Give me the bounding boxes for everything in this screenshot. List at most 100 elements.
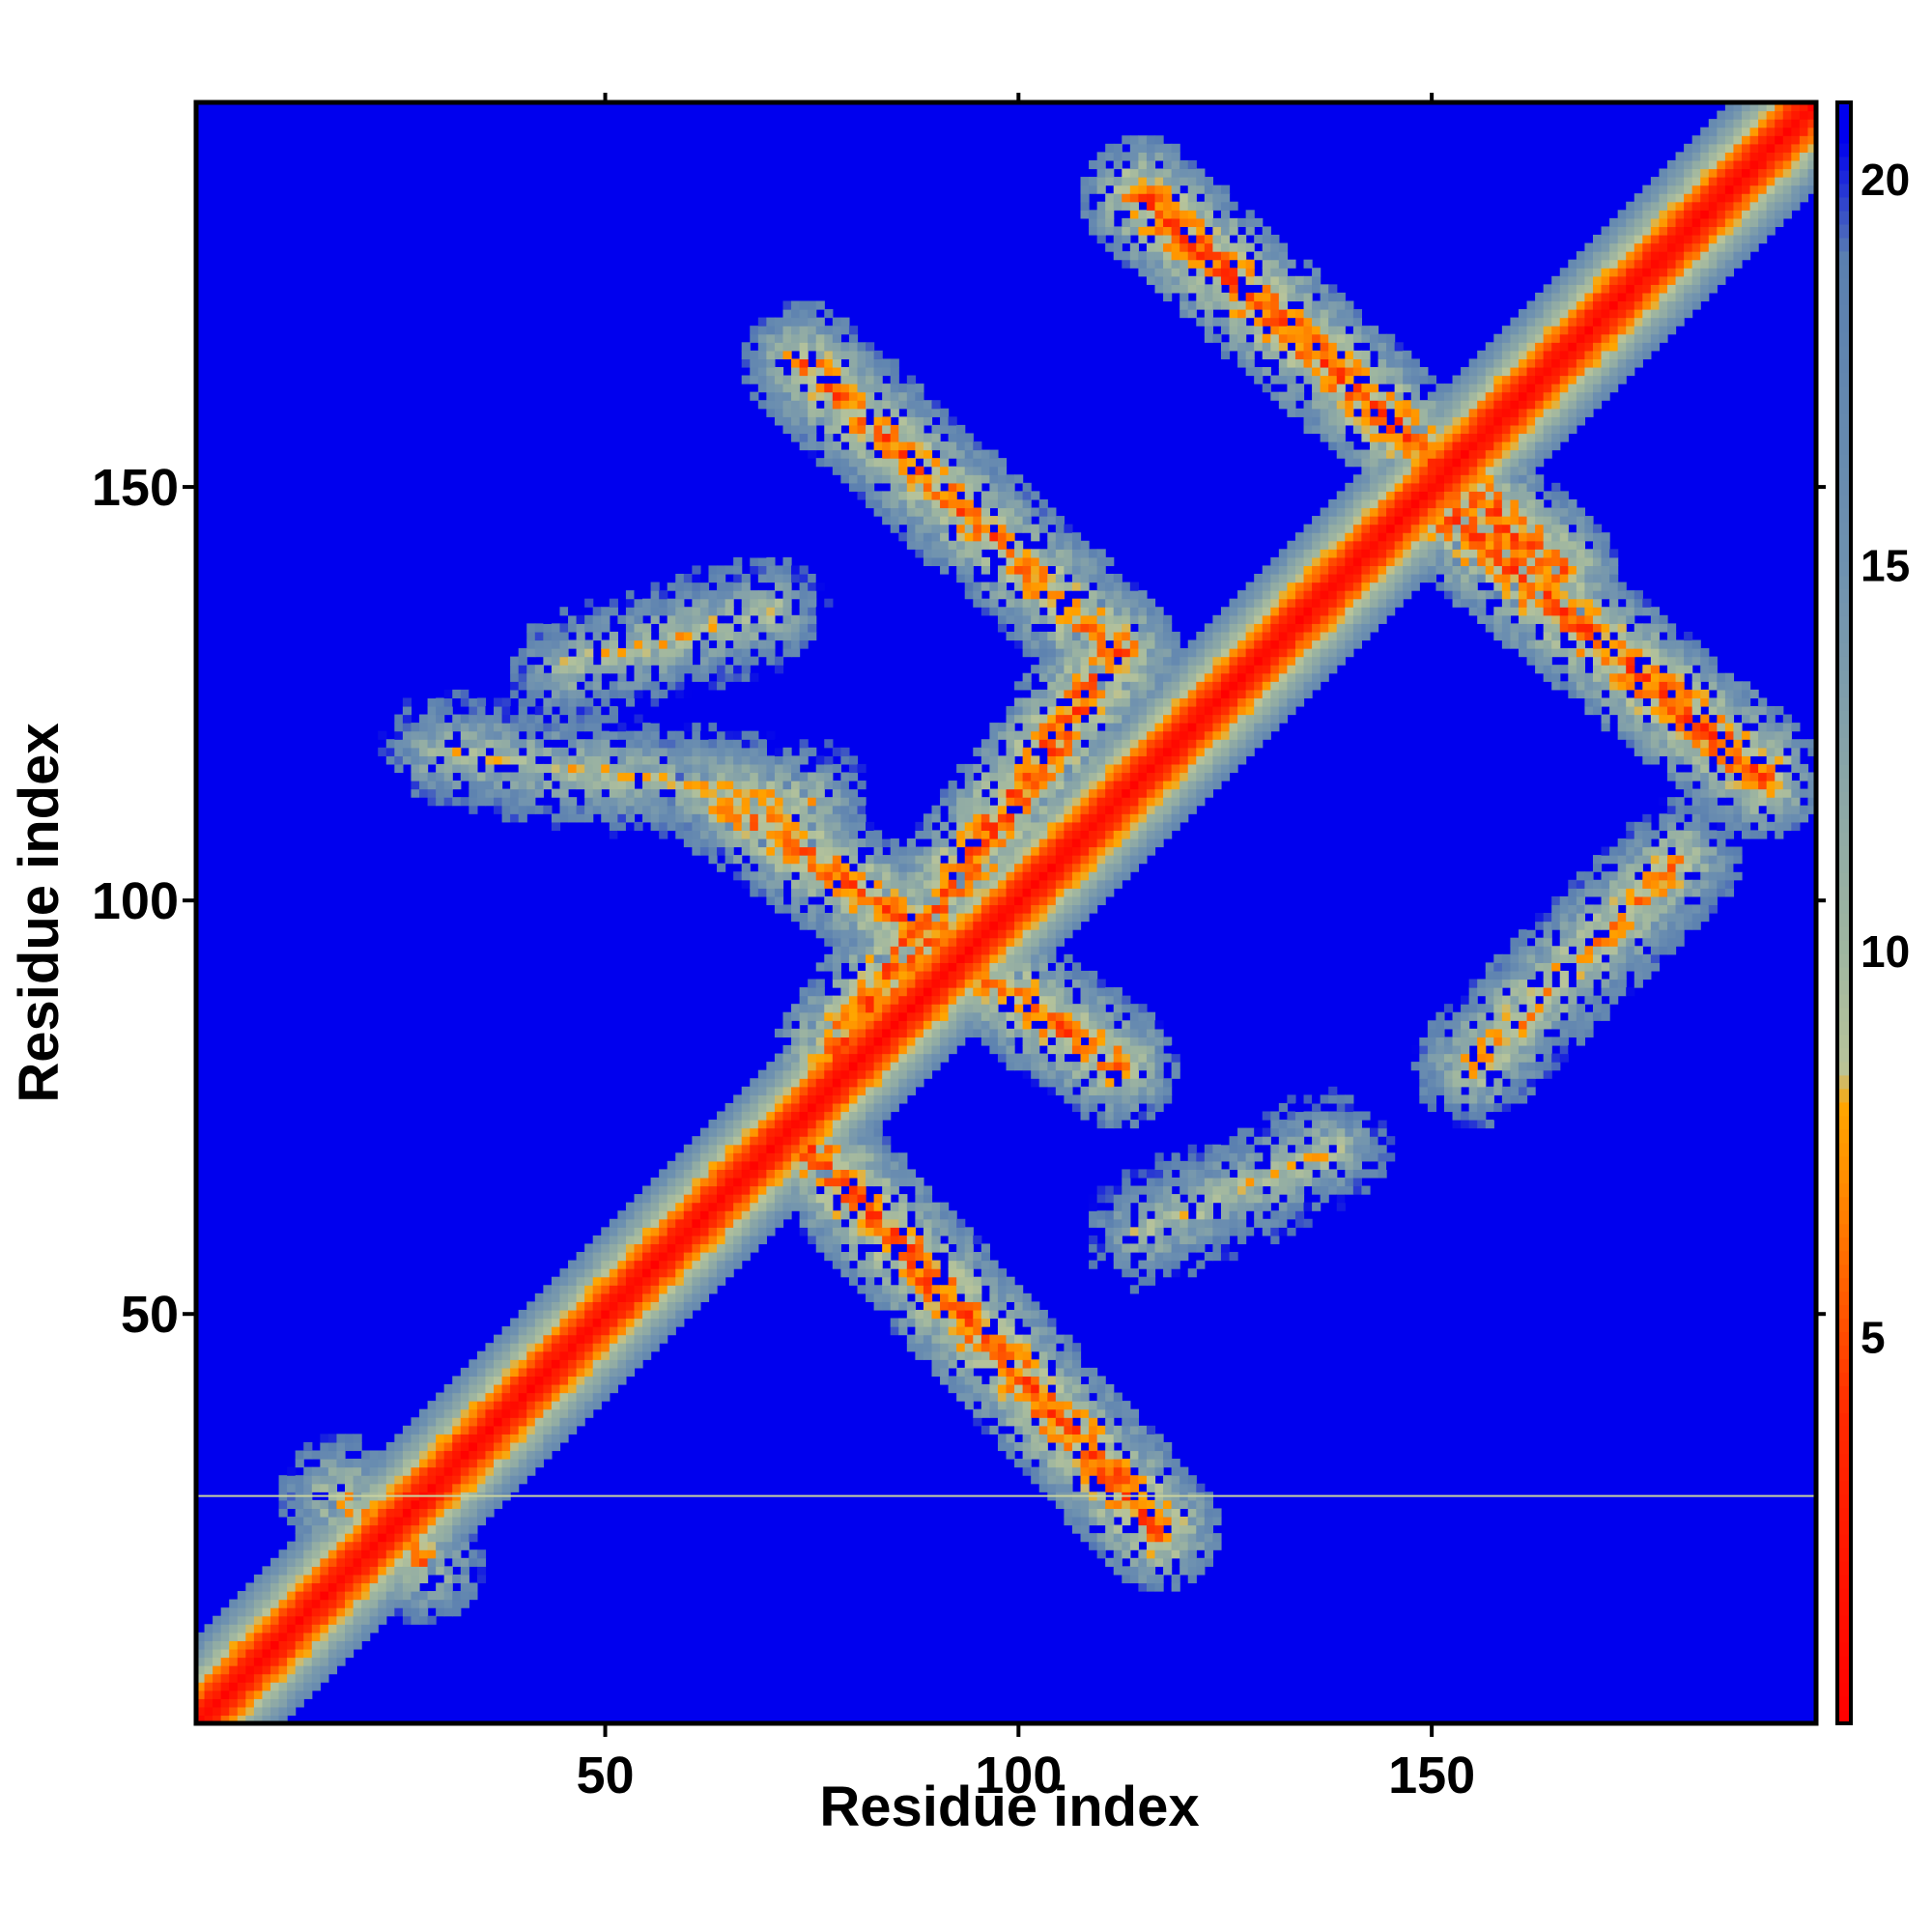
heatmap-cell [799,846,809,856]
heatmap-cell [452,1475,462,1485]
heatmap-cell [551,1326,561,1336]
heatmap-cell [361,1615,371,1625]
heatmap-cell [815,929,825,939]
heatmap-cell [650,681,660,691]
heatmap-cell [559,1334,569,1344]
heatmap-cell [873,1160,883,1170]
heatmap-cell [915,1028,924,1038]
heatmap-cell [956,556,966,567]
heatmap-cell [866,1069,875,1079]
heatmap-cell [1031,1004,1040,1013]
heatmap-cell [808,333,817,343]
heatmap-cell [815,607,825,616]
heatmap-cell [799,1086,809,1095]
heatmap-cell [270,1591,280,1601]
heatmap-cell [815,962,825,972]
heatmap-cell [551,1276,561,1286]
heatmap-cell [708,855,718,865]
heatmap-cell [469,1475,478,1485]
heatmap-cell [997,863,1008,872]
heatmap-cell [443,730,453,740]
heatmap-cell [774,1177,784,1187]
heatmap-cell [791,384,801,393]
heatmap-cell [699,1177,710,1187]
heatmap-cell [782,1202,792,1211]
heatmap-cell [964,474,974,484]
heatmap-cell [394,1516,404,1526]
heatmap-cell [485,723,495,732]
heatmap-cell [650,730,660,740]
heatmap-cell [848,821,859,831]
heatmap-cell [923,540,933,550]
heatmap-cell [931,1326,941,1336]
heatmap-cell [659,1334,668,1344]
heatmap-cell [741,1243,751,1253]
heatmap-cell [1047,540,1057,550]
heatmap-cell [915,1053,924,1063]
heatmap-cell [584,1309,594,1320]
heatmap-cell [997,1268,1008,1278]
heatmap-cell [501,788,511,798]
heatmap-cell [1022,946,1032,955]
heatmap-cell [262,1648,271,1659]
heatmap-cell [443,1450,453,1460]
heatmap-cell [931,474,941,484]
heatmap-cell [799,326,809,335]
heatmap-cell [1031,639,1040,649]
heatmap-cell [327,1541,338,1550]
heatmap-cell [559,623,569,633]
heatmap-cell [501,1425,511,1435]
heatmap-cell [940,491,950,500]
heatmap-cell [733,1111,743,1121]
heatmap-cell [724,607,734,616]
heatmap-cell [617,797,627,807]
heatmap-cell [997,1293,1008,1302]
heatmap-cell [452,1441,462,1452]
heatmap-cell [419,1434,429,1443]
heatmap-cell [766,1120,776,1129]
heatmap-cell [741,665,751,674]
heatmap-cell [898,1252,908,1262]
heatmap-cell [667,1326,676,1336]
heatmap-cell [840,317,850,327]
heatmap-cell [452,697,462,707]
heatmap-cell [848,871,859,881]
heatmap-cell [650,639,660,649]
heatmap-cell [526,1450,536,1460]
heatmap-cell [733,813,743,823]
heatmap-cell [873,1020,883,1030]
heatmap-cell [667,1260,676,1269]
heatmap-cell [369,1549,379,1559]
heatmap-cell [956,921,966,930]
heatmap-cell [642,1343,652,1352]
heatmap-cell [1038,929,1048,939]
heatmap-cell [460,1434,469,1443]
heatmap-cell [436,772,445,781]
heatmap-cell [906,391,916,401]
heatmap-cell [741,1120,751,1129]
heatmap-cell [699,598,710,608]
heatmap-cell [866,1011,875,1021]
heatmap-cell [320,1657,329,1666]
heatmap-cell [873,1044,883,1055]
heatmap-cell [534,1309,544,1320]
heatmap-cell [989,739,999,749]
heatmap-cell [750,656,759,666]
heatmap-cell [609,730,618,740]
heatmap-cell [1006,549,1015,558]
heatmap-cell [534,639,544,649]
heatmap-cell [419,755,429,765]
heatmap-cell [443,1392,453,1402]
heatmap-cell [584,755,594,765]
heatmap-cell [717,830,726,839]
heatmap-cell [287,1566,297,1576]
heatmap-cell [436,1408,445,1418]
heatmap-cell [683,639,693,649]
heatmap-cell [799,781,809,790]
heatmap-cell [1014,607,1024,616]
heatmap-cell [964,1301,974,1311]
heatmap-cell [1006,1285,1015,1294]
heatmap-cell [1031,598,1040,608]
heatmap-cell [782,781,792,790]
heatmap-cell [815,350,825,359]
